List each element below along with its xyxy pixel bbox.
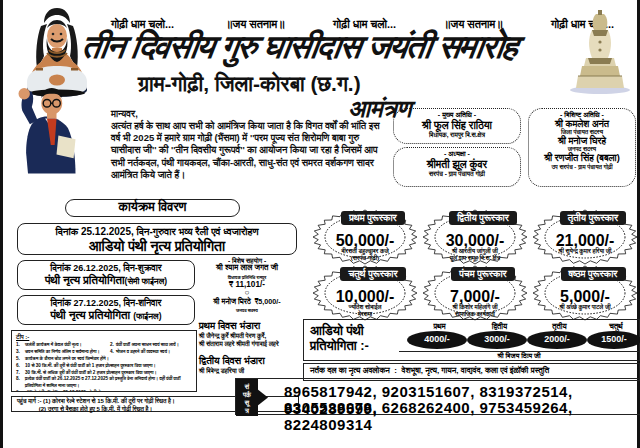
- svg-text:प​र्क: प​र्क: [242, 390, 252, 398]
- svg-text:सं: सं: [244, 383, 250, 390]
